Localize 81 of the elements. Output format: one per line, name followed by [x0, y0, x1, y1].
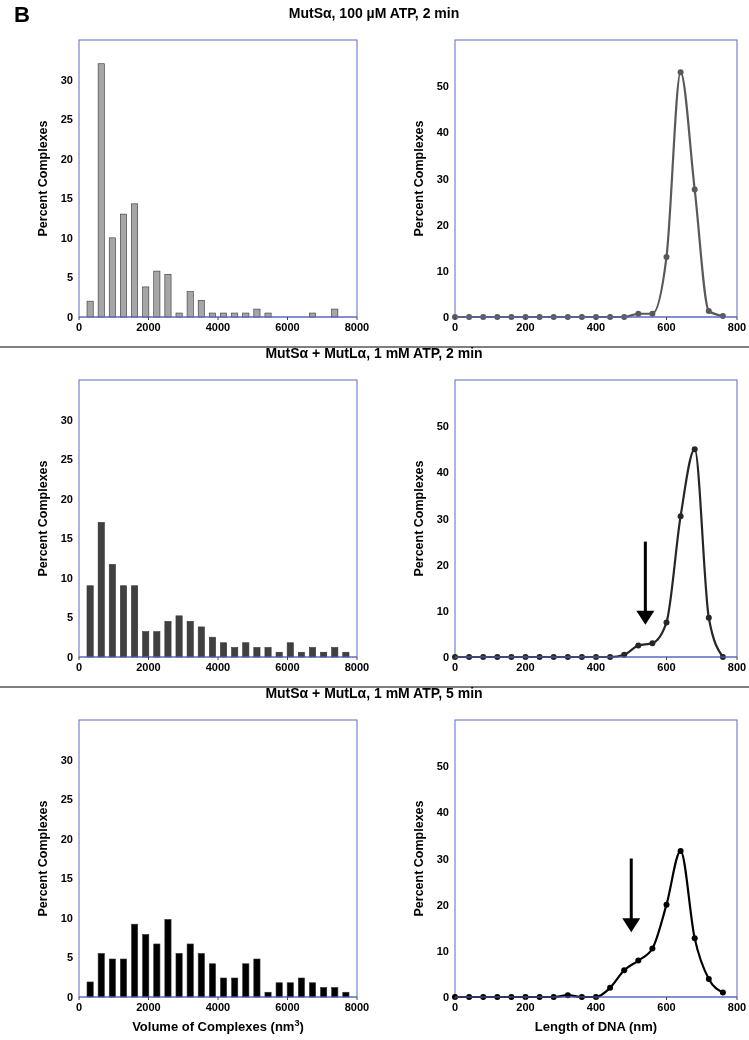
chart-title: MutSα, 100 µM ATP, 2 min: [288, 5, 460, 21]
y-tick-label: 15: [60, 872, 73, 885]
y-tick-label: 10: [60, 911, 73, 924]
x-tick-label: 800: [727, 1001, 747, 1013]
y-tick-label: 50: [436, 420, 449, 433]
x-tick-label: 0: [75, 661, 83, 673]
y-tick-label: 5: [66, 271, 73, 284]
x-tick-label: 400: [586, 661, 606, 673]
y-tick-label: 0: [66, 651, 73, 663]
x-tick-label: 200: [516, 321, 535, 333]
y-tick-label: 50: [436, 760, 449, 773]
y-tick-label: 30: [60, 413, 73, 426]
y-tick-label: 20: [436, 218, 449, 231]
y-tick-label: 20: [60, 152, 73, 165]
y-tick-label: 30: [436, 172, 449, 185]
y-tick-label: 10: [436, 604, 449, 617]
x-tick-label: 0: [451, 321, 459, 333]
y-tick-label: 0: [442, 651, 449, 663]
x-tick-label: 800: [727, 321, 747, 333]
x-tick-label: 0: [451, 661, 459, 673]
y-tick-label: 20: [60, 832, 73, 845]
y-tick-label: 40: [436, 806, 449, 819]
x-tick-label: 400: [586, 321, 606, 333]
y-tick-label: 20: [436, 558, 449, 571]
y-axis-title: Percent Complexes: [36, 460, 50, 577]
y-tick-label: 20: [436, 898, 449, 911]
x-tick-label: 200: [516, 661, 535, 673]
y-tick-label: 50: [436, 80, 449, 93]
x-tick-label: 400: [586, 1001, 606, 1013]
y-tick-label: 0: [442, 311, 449, 323]
x-tick-label: 600: [657, 661, 676, 673]
x-tick-label: 4000: [205, 1001, 231, 1013]
x-tick-label: 6000: [275, 661, 300, 673]
y-axis-title: Percent Complexes: [412, 800, 426, 917]
y-tick-label: 30: [60, 73, 73, 86]
x-tick-label: 6000: [275, 321, 300, 333]
y-axis-title: Percent Complexes: [412, 120, 426, 237]
y-tick-label: 10: [60, 231, 73, 244]
y-tick-label: 15: [60, 532, 73, 545]
x-tick-label: 600: [657, 321, 676, 333]
y-tick-label: 25: [60, 793, 73, 806]
x-tick-label: 2000: [136, 661, 161, 673]
x-axis-title: Length of DNA (nm): [534, 1019, 658, 1034]
x-tick-label: 2000: [136, 1001, 161, 1013]
y-tick-label: 20: [60, 492, 73, 505]
y-tick-label: 30: [436, 512, 449, 525]
x-tick-label: 0: [451, 1001, 459, 1013]
x-tick-label: 800: [727, 661, 747, 673]
x-tick-label: 8000: [344, 661, 370, 673]
x-tick-label: 0: [75, 321, 83, 333]
x-axis-title: Volume of Complexes (nm$^{3}$): [132, 1018, 304, 1034]
y-tick-label: 0: [66, 311, 73, 323]
y-tick-label: 40: [436, 126, 449, 139]
x-tick-label: 6000: [275, 1001, 300, 1013]
y-tick-label: 30: [60, 753, 73, 766]
x-tick-label: 4000: [205, 321, 231, 333]
y-tick-label: 25: [60, 113, 73, 126]
y-tick-label: 40: [436, 466, 449, 479]
y-tick-label: 0: [66, 991, 73, 1003]
x-tick-label: 0: [75, 1001, 83, 1013]
y-tick-label: 10: [436, 264, 449, 277]
x-tick-label: 8000: [344, 321, 370, 333]
y-tick-label: 5: [66, 611, 73, 624]
y-tick-label: 30: [436, 852, 449, 865]
y-axis-title: Percent Complexes: [36, 120, 50, 237]
x-tick-label: 8000: [344, 1001, 370, 1013]
x-tick-label: 600: [657, 1001, 676, 1013]
y-tick-label: 5: [66, 951, 73, 964]
y-tick-label: 0: [442, 991, 449, 1003]
x-tick-label: 4000: [205, 661, 231, 673]
y-tick-label: 10: [436, 944, 449, 957]
x-tick-label: 200: [516, 1001, 535, 1013]
y-axis-title: Percent Complexes: [412, 460, 426, 577]
y-tick-label: 10: [60, 571, 73, 584]
chart-title: MutSα + MutLα, 1 mM ATP, 2 min: [265, 345, 483, 361]
y-axis-title: Percent Complexes: [36, 800, 50, 917]
text: B: [14, 2, 30, 27]
y-tick-label: 25: [60, 453, 73, 466]
chart-title: MutSα + MutLα, 1 mM ATP, 5 min: [265, 685, 483, 701]
x-tick-label: 2000: [136, 321, 161, 333]
y-tick-label: 15: [60, 192, 73, 205]
